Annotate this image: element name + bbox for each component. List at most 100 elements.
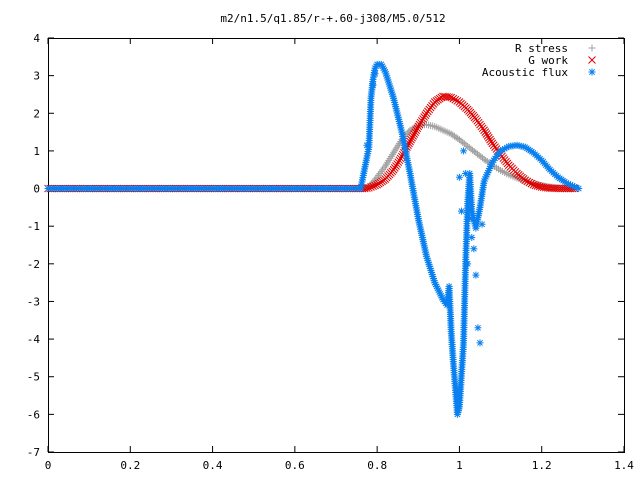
data-point (426, 264, 434, 272)
y-tick-label: -2 (27, 258, 40, 271)
data-point (369, 81, 377, 89)
data-point (486, 164, 494, 172)
data-point (397, 126, 405, 134)
x-tick-label: 0 (45, 459, 52, 472)
x-tick-label: 0.2 (120, 459, 140, 472)
data-point (406, 137, 414, 146)
data-point (407, 135, 415, 144)
data-point (385, 78, 393, 86)
data-point (393, 107, 401, 115)
series-g-work (44, 92, 579, 193)
data-point (377, 60, 385, 68)
data-point (385, 80, 393, 88)
data-point (454, 407, 462, 415)
data-point (497, 147, 505, 155)
data-point (466, 215, 474, 223)
data-point (470, 245, 478, 253)
data-point (454, 408, 462, 416)
data-point (392, 105, 400, 113)
data-point (525, 178, 534, 187)
legend-marker (588, 68, 596, 76)
legend-marker (588, 44, 596, 52)
data-point (396, 120, 404, 128)
data-point (438, 294, 446, 302)
data-point (410, 130, 419, 138)
data-point (389, 92, 397, 100)
data-point (390, 94, 398, 102)
data-point (408, 133, 416, 142)
data-point (423, 252, 431, 260)
data-point (367, 183, 375, 191)
data-point (393, 109, 401, 117)
data-point (383, 72, 391, 80)
data-point (469, 211, 477, 219)
data-point (487, 162, 495, 170)
data-point (371, 70, 379, 78)
data-point (391, 101, 399, 109)
data-point (429, 273, 437, 281)
data-point (482, 173, 490, 181)
data-point (453, 96, 462, 105)
data-point (388, 88, 396, 96)
data-point (429, 275, 437, 283)
data-point (487, 160, 495, 168)
data-point (499, 146, 507, 154)
series-extra-points (363, 70, 486, 347)
data-point (409, 132, 417, 140)
data-point (571, 183, 579, 191)
x-tick-label: 0.6 (285, 459, 305, 472)
data-point (470, 216, 478, 224)
data-point (478, 220, 486, 228)
data-point (427, 266, 435, 274)
y-tick-label: 1 (33, 145, 40, 158)
data-point (564, 180, 572, 188)
legend-label: R stress (515, 42, 568, 55)
data-point (426, 262, 434, 270)
data-point (451, 95, 460, 104)
data-point (569, 182, 577, 190)
data-point (430, 277, 438, 285)
data-point (371, 64, 379, 72)
data-point (460, 147, 468, 155)
x-tick-label: 1.4 (614, 459, 634, 472)
x-tick-label: 1.2 (532, 459, 552, 472)
data-point (445, 93, 453, 102)
y-tick-label: -1 (27, 220, 40, 233)
data-point (469, 213, 477, 221)
y-tick-label: -3 (27, 295, 40, 308)
data-point (567, 181, 575, 189)
data-point (379, 64, 387, 72)
data-point (424, 258, 432, 266)
data-point (394, 113, 402, 121)
data-point (527, 179, 536, 188)
data-point (433, 282, 441, 290)
data-point (380, 66, 388, 74)
data-point (433, 284, 441, 292)
data-point (453, 410, 461, 418)
data-point (468, 233, 476, 241)
y-tick-label: 2 (33, 107, 40, 120)
data-point (386, 82, 394, 90)
data-point (523, 177, 532, 186)
data-point (424, 256, 432, 264)
data-point (394, 111, 402, 119)
data-point (383, 74, 391, 82)
data-point (521, 176, 530, 185)
data-point (484, 169, 492, 177)
data-point (562, 179, 570, 187)
data-point (386, 84, 394, 92)
data-point (411, 128, 420, 136)
data-point (449, 94, 458, 103)
x-tick-label: 0.8 (367, 459, 387, 472)
data-point (423, 254, 431, 262)
data-point (382, 70, 390, 78)
data-point (392, 103, 400, 111)
y-tick-label: -5 (27, 371, 40, 384)
data-point (390, 96, 398, 104)
data-point (481, 175, 489, 183)
data-point (428, 271, 436, 279)
data-point (369, 182, 377, 191)
data-point (455, 173, 463, 181)
data-point (501, 145, 509, 153)
